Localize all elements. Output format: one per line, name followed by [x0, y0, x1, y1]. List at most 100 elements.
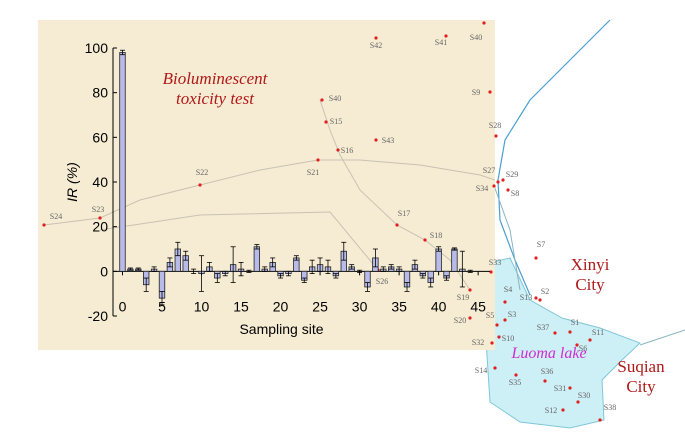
y-tick-label: 0 — [100, 263, 108, 279]
site-label: S33 — [489, 258, 501, 267]
site-label: S22 — [196, 168, 208, 177]
city-label: City — [626, 377, 656, 396]
site-label: S24 — [50, 212, 62, 221]
site-label: S41 — [435, 38, 447, 47]
site-label: S35 — [509, 378, 521, 387]
site-dot — [482, 21, 486, 25]
site-dot — [496, 180, 500, 184]
site-label: S15 — [330, 117, 342, 126]
y-tick-label: 40 — [92, 174, 108, 190]
site-label: S38 — [604, 403, 616, 412]
site-label: S13 — [520, 293, 532, 302]
site-label: S32 — [472, 338, 484, 347]
site-label: S18 — [430, 231, 442, 240]
site-dot — [374, 36, 378, 40]
y-tick-label: 100 — [85, 40, 109, 56]
lake-label: Luoma lake — [510, 345, 586, 362]
site-dot — [568, 330, 572, 334]
site-dot — [320, 98, 324, 102]
site-label: S27 — [483, 166, 495, 175]
x-tick-label: 35 — [391, 298, 407, 314]
site-dot — [553, 331, 557, 335]
site-label: S1 — [571, 318, 579, 327]
site-label: S36 — [541, 367, 553, 376]
x-tick-label: 10 — [194, 298, 210, 314]
site-dot — [374, 138, 378, 142]
bar — [119, 52, 126, 272]
y-tick-label: -20 — [88, 308, 108, 324]
site-dot — [423, 238, 427, 242]
site-dot — [468, 288, 472, 292]
site-label: S30 — [578, 391, 590, 400]
site-label: S9 — [472, 88, 480, 97]
site-dot — [488, 90, 492, 94]
bar — [435, 248, 442, 272]
site-label: S42 — [370, 41, 382, 50]
site-dot — [395, 223, 399, 227]
lake — [485, 257, 641, 429]
site-dot — [561, 408, 565, 412]
bar — [253, 246, 261, 272]
city-label: City — [575, 275, 605, 294]
chart: -20 0 20 40 60 80 100 0 5 10 15 20 25 30 35 40 45 Samplin… — [64, 40, 490, 337]
y-tick-label: 60 — [92, 129, 108, 145]
site-label: S43 — [382, 136, 394, 145]
site-label: S4 — [504, 285, 512, 294]
site-label: S23 — [92, 205, 104, 214]
river — [639, 329, 685, 346]
x-tick-label: 0 — [119, 298, 127, 314]
site-dot — [534, 296, 538, 300]
x-tick-label: 30 — [352, 298, 368, 314]
site-label: S20 — [454, 316, 466, 325]
site-label: S17 — [398, 209, 410, 218]
site-label: S10 — [502, 334, 514, 343]
x-tick-label: 40 — [431, 298, 447, 314]
bar — [451, 248, 458, 272]
site-dot — [501, 178, 505, 182]
site-label: S29 — [506, 170, 518, 179]
site-dot — [336, 148, 340, 152]
site-dot — [198, 183, 202, 187]
x-tick-label: 15 — [233, 298, 249, 314]
site-dot — [568, 386, 572, 390]
x-tick-label: 25 — [312, 298, 328, 314]
site-label: S5 — [486, 311, 494, 320]
site-dot — [495, 323, 499, 327]
map-base — [481, 19, 685, 429]
x-axis-label: Sampling site — [239, 321, 323, 337]
site-dot — [503, 318, 507, 322]
site-label: S11 — [592, 328, 604, 337]
site-label: S40 — [470, 33, 482, 42]
x-tick-label: 45 — [470, 298, 486, 314]
city-label: Xinyi — [571, 255, 610, 274]
site-dot — [588, 338, 592, 342]
site-label: S6 — [579, 344, 587, 353]
site-label: S16 — [341, 146, 353, 155]
site-dot — [576, 400, 580, 404]
site-dot — [42, 223, 46, 227]
city-label: Suqian — [617, 357, 665, 376]
site-label: S7 — [537, 240, 545, 249]
site-dot — [316, 158, 320, 162]
y-tick-label: 20 — [92, 219, 108, 235]
site-label: S28 — [489, 121, 501, 130]
x-tick-label: 20 — [273, 298, 289, 314]
site-label: S12 — [545, 406, 557, 415]
site-dot — [506, 188, 510, 192]
site-label: S40 — [329, 94, 341, 103]
site-label: S31 — [554, 384, 566, 393]
x-tick-label: 5 — [158, 298, 166, 314]
site-label: S26 — [376, 277, 388, 286]
site-label: S19 — [457, 293, 469, 302]
site-label: S2 — [541, 287, 549, 296]
site-label: S8 — [511, 189, 519, 198]
y-tick-label: 80 — [92, 85, 108, 101]
site-dot — [598, 418, 602, 422]
site-label: S3 — [508, 310, 516, 319]
map-labels: S42 S41 S40 S9 S28 S29 S27 S34 S8 S7 S33 S4 S2 S13 S3 S… — [42, 21, 616, 422]
site-dot — [98, 216, 102, 220]
site-dot — [494, 134, 498, 138]
annotation: toxicity test — [176, 89, 255, 108]
site-label: S34 — [476, 184, 488, 193]
